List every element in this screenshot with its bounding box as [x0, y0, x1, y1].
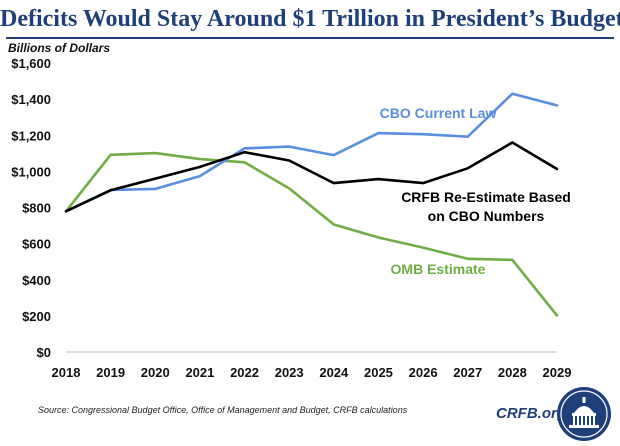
series-labels: CBO Current Law CRFB Re-Estimate Based on … [380, 105, 571, 277]
crfb-brand-link[interactable]: CRFB.org [496, 405, 566, 422]
x-tick-label: 2026 [409, 365, 438, 380]
x-tick-label: 2024 [319, 365, 349, 380]
series-line-1 [64, 141, 559, 213]
source-note: Source: Congressional Budget Office, Off… [38, 405, 408, 415]
series-line-2 [64, 151, 559, 317]
y-tick-label: $1,400 [11, 92, 51, 107]
y-tick-label: $200 [22, 309, 51, 324]
y-tick-label: $600 [22, 237, 51, 252]
x-tick-label: 2021 [185, 365, 214, 380]
series-line-0 [64, 92, 559, 213]
x-tick-label: 2027 [453, 365, 482, 380]
y-tick-label: $1,000 [11, 164, 51, 179]
y-tick-label: $0 [37, 345, 51, 360]
x-tick-label: 2028 [498, 365, 527, 380]
series-lines [64, 92, 559, 317]
y-tick-label: $400 [22, 273, 51, 288]
chart-title: Deficits Would Stay Around $1 Trillion i… [0, 6, 620, 32]
axes: $0 $200 $400 $600 $800 $1,000 $1,200 $1,400 $1,6… [11, 56, 571, 380]
x-tick-label: 2029 [543, 365, 572, 380]
x-tick-label: 2022 [230, 365, 259, 380]
y-tick-label: $800 [22, 201, 51, 216]
capitol-seal-icon [557, 387, 611, 441]
x-tick-label: 2020 [141, 365, 170, 380]
title-divider [6, 37, 614, 39]
series-label-1: CRFB Re-Estimate Based on CBO Numbers [401, 189, 571, 224]
y-tick-label: $1,200 [11, 128, 51, 143]
x-tick-label: 2018 [52, 365, 81, 380]
x-tick-label: 2023 [275, 365, 304, 380]
y-tick-label: $1,600 [11, 56, 51, 71]
y-axis-units: Billions of Dollars [8, 41, 111, 55]
x-tick-label: 2019 [96, 365, 125, 380]
x-tick-label: 2025 [364, 365, 393, 380]
series-label-2: OMB Estimate [391, 261, 486, 277]
series-label-0: CBO Current Law [380, 105, 497, 121]
